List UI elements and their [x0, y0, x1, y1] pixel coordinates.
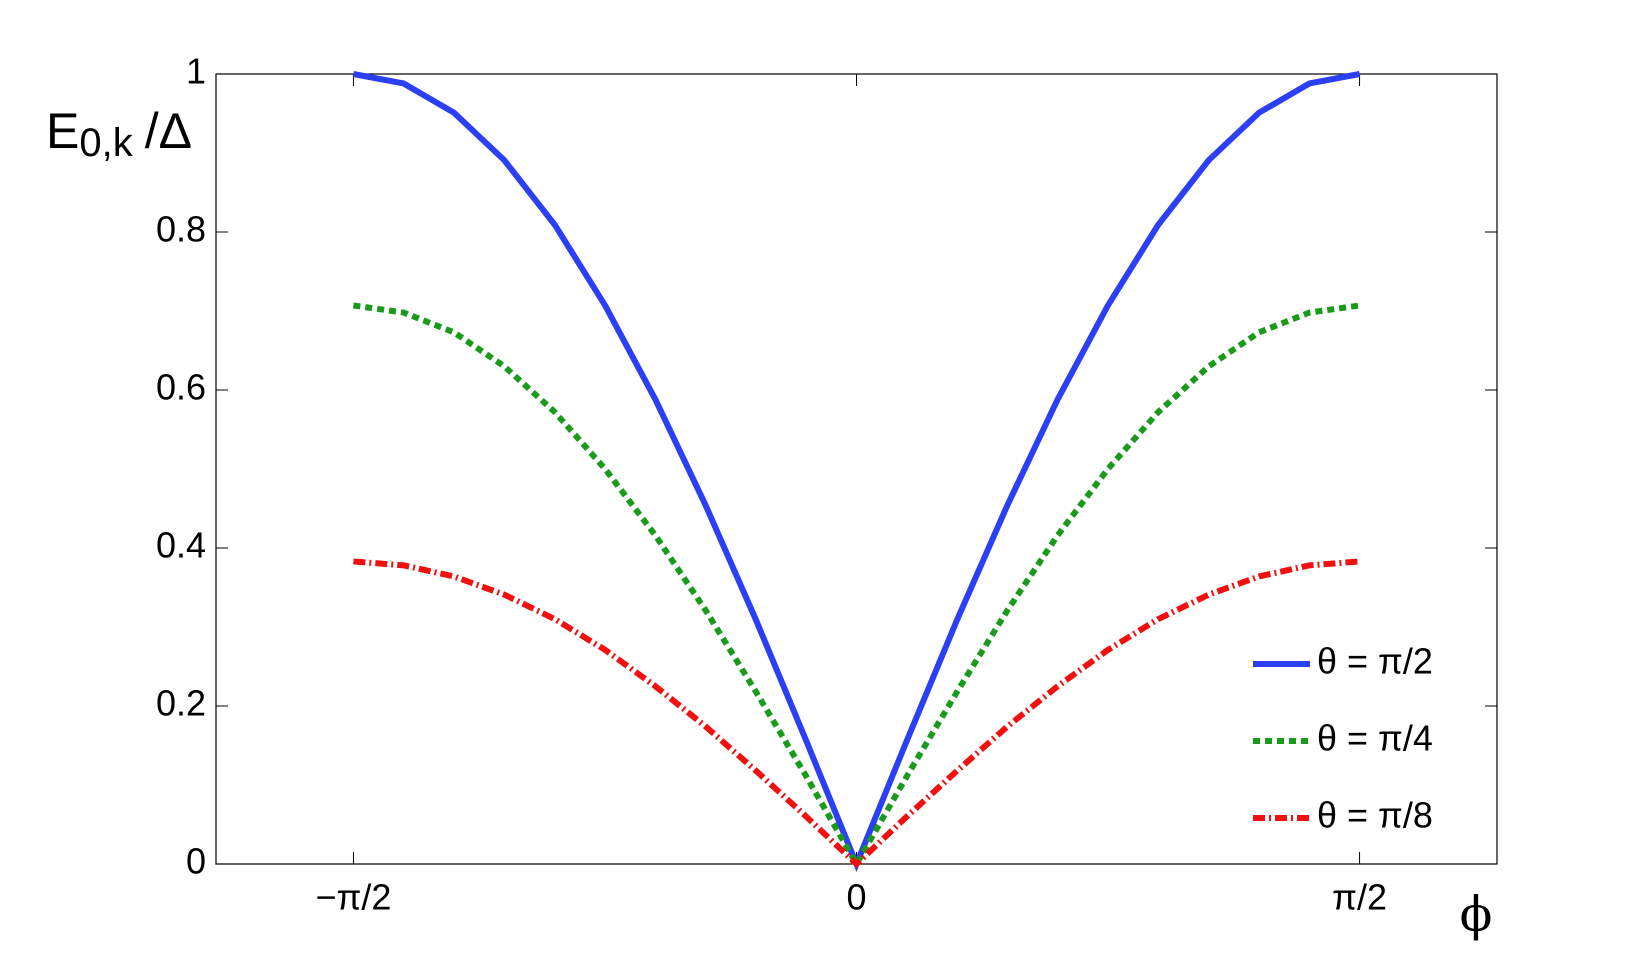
series-line — [352, 71, 1361, 872]
y-tick-label: 0.8 — [156, 209, 206, 250]
y-label-main: E — [46, 103, 79, 159]
legend-label: θ = π/4 — [1317, 718, 1433, 759]
x-tick-label: 0 — [846, 877, 866, 918]
x-axis-label: ϕ — [1460, 887, 1493, 943]
y-tick-label: 0 — [186, 841, 206, 882]
y-axis-label: E0,k/Δ — [46, 103, 192, 164]
series-line — [353, 558, 1360, 869]
series-line — [352, 302, 1361, 871]
y-tick-label: 1 — [186, 51, 206, 92]
x-tick-label: π/2 — [1332, 877, 1387, 918]
legend-label: θ = π/8 — [1317, 795, 1433, 836]
x-tick-label: −π/2 — [316, 877, 392, 918]
y-label-subscript: 0,k — [79, 121, 133, 165]
y-tick-label: 0.4 — [156, 525, 206, 566]
legend-label: θ = π/2 — [1317, 641, 1433, 682]
y-tick-label: 0.6 — [156, 367, 206, 408]
y-label-suffix: /Δ — [145, 103, 192, 159]
y-tick-label: 0.2 — [156, 683, 206, 724]
plot-frame — [215, 73, 1498, 865]
